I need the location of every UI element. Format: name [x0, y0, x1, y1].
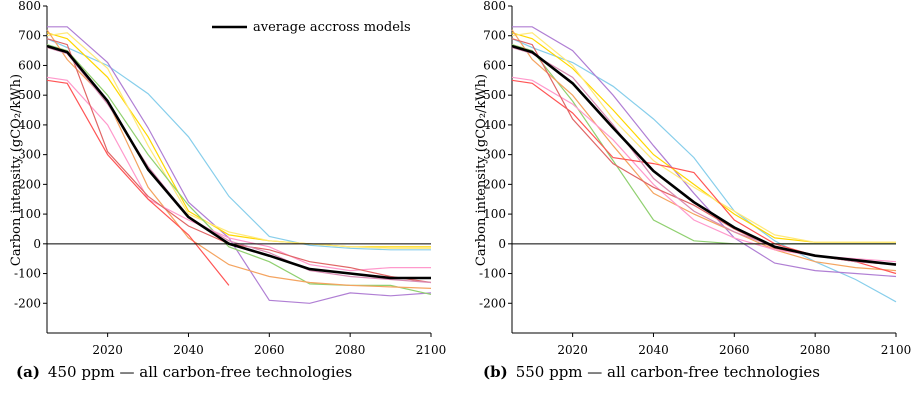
average-line	[46, 44, 431, 280]
y-tick-label: 600	[483, 58, 506, 72]
y-tick-label: 100	[483, 207, 506, 221]
y-tick-label: 300	[18, 148, 41, 162]
y-tick-label: 600	[18, 58, 41, 72]
x-tick-label: 2080	[335, 343, 366, 357]
model-series-line-5	[46, 44, 432, 295]
model-series-line-7	[511, 76, 897, 263]
y-tick-label: 300	[483, 148, 506, 162]
x-tick-label: 2100	[416, 343, 447, 357]
panel-a: 800 700 600 500 400 300 200 100 0 -100 -200 2020 204…	[9, 0, 446, 357]
x-tick-label: 2100	[881, 343, 912, 357]
caption-b-letter: (b)	[483, 363, 508, 381]
model-series-line-8	[511, 79, 897, 275]
y-tick-label: -100	[14, 267, 41, 281]
caption-a-text: 450 ppm — all carbon-free technologies	[47, 363, 353, 381]
model-series-line-2	[512, 26, 897, 278]
y-tick-label: -200	[479, 296, 506, 310]
y-tick-label: 800	[483, 0, 506, 13]
y-axis-label: Carbon intensity (gCO₂/kWh)	[9, 74, 24, 266]
model-series-line-1	[46, 38, 431, 251]
y-tick-label: 400	[18, 118, 41, 132]
model-series-line-8	[46, 79, 230, 286]
caption-b-text: 550 ppm — all carbon-free technologies	[515, 363, 820, 381]
x-tick-label: 2080	[800, 343, 831, 357]
y-tick-label: 400	[483, 118, 506, 132]
x-tick-label: 2040	[173, 343, 204, 357]
model-series-line-2	[47, 26, 432, 304]
average-line	[511, 44, 897, 266]
y-tick-label: 100	[18, 207, 41, 221]
y-tick-label: 500	[483, 88, 506, 102]
panel-b: 800 700 600 500 400 300 200 100 0 -100 -200 2020 204…	[474, 0, 911, 357]
y-axis-label: Carbon intensity (gCO₂/kWh)	[474, 74, 489, 266]
model-series-line-5	[511, 44, 896, 245]
model-series-line-9	[511, 38, 897, 266]
y-tick-label: -200	[14, 296, 41, 310]
model-series-line-3	[46, 32, 431, 248]
y-tick-label: 0	[498, 237, 506, 251]
y-tick-label: 500	[18, 88, 41, 102]
y-tick-label: 0	[33, 237, 41, 251]
y-tick-label: 200	[483, 177, 506, 191]
x-tick-label: 2060	[254, 343, 285, 357]
legend-label: average accross models	[253, 20, 411, 35]
x-tick-label: 2020	[92, 343, 123, 357]
caption-b: (b) 550 ppm — all carbon-free technologie…	[483, 363, 820, 381]
x-tick-label: 2020	[557, 343, 588, 357]
y-tick-label: 700	[18, 29, 41, 43]
model-series-line-4	[46, 32, 431, 249]
model-series-line-1	[511, 38, 897, 303]
x-tick-label: 2060	[719, 343, 750, 357]
caption-a: (a) 450 ppm — all carbon-free technologie…	[16, 363, 352, 381]
x-tick-label: 2040	[638, 343, 669, 357]
y-tick-label: 200	[18, 177, 41, 191]
model-series-line-6	[511, 29, 897, 272]
model-series-line-7	[46, 76, 431, 272]
caption-a-letter: (a)	[16, 363, 40, 381]
y-tick-label: 800	[18, 0, 41, 13]
y-tick-label: -100	[479, 267, 506, 281]
model-series-line-10	[46, 47, 432, 284]
y-tick-label: 700	[483, 29, 506, 43]
model-series-line-4	[511, 32, 896, 243]
